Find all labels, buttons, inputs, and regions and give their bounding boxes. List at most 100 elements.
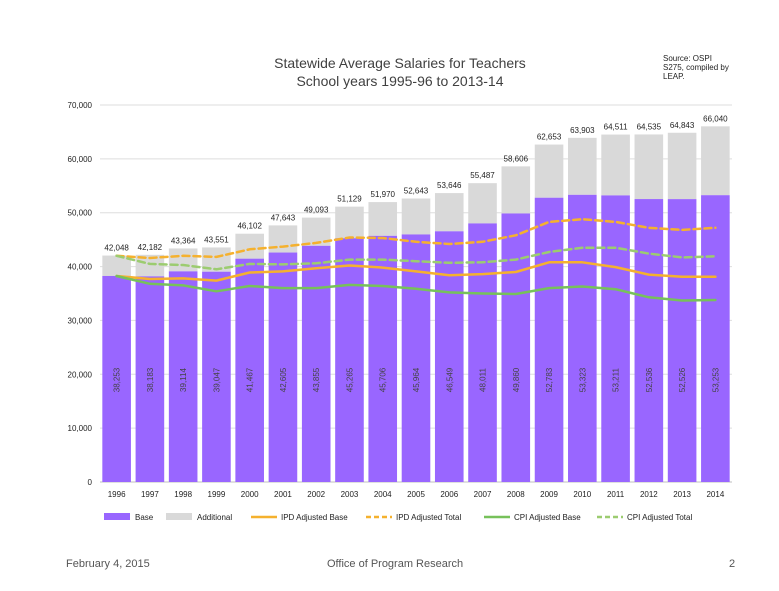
y-tick-label: 60,000 [68, 155, 93, 164]
total-label: 42,182 [138, 243, 163, 252]
bar-base [268, 252, 298, 482]
chart-subtitle: School years 1995-96 to 2013-14 [296, 73, 503, 89]
base-value-label: 41,467 [246, 367, 255, 392]
base-value-label: 53,253 [711, 367, 720, 392]
total-label: 46,102 [237, 222, 262, 231]
series-line-cpi-base [115, 274, 717, 302]
bar-additional [701, 126, 730, 196]
x-tick-label: 1999 [208, 490, 226, 499]
x-tick-label: 2010 [573, 490, 591, 499]
base-value-label: 38,183 [146, 367, 155, 392]
bar-base [634, 199, 664, 482]
base-value-label: 39,047 [212, 367, 221, 392]
bar-additional [568, 137, 597, 195]
total-label: 51,129 [337, 195, 362, 204]
base-value-label: 39,114 [179, 368, 188, 392]
bar-base [135, 276, 165, 482]
x-tick-label: 2008 [507, 490, 525, 499]
bar-additional [335, 206, 364, 239]
total-label: 49,093 [304, 206, 329, 215]
total-label: 64,511 [604, 123, 628, 132]
x-tick-label: 2013 [673, 490, 691, 499]
bar-base [534, 197, 564, 483]
total-label: 64,843 [670, 121, 695, 130]
total-label: 43,551 [204, 235, 229, 244]
bar-additional [501, 166, 531, 214]
base-value-label: 52,536 [645, 367, 654, 392]
y-tick-label: 40,000 [68, 263, 93, 272]
y-tick-label: 0 [88, 478, 93, 487]
base-value-label: 49,860 [512, 367, 521, 392]
x-tick-label: 2004 [374, 490, 392, 499]
bar-base [601, 195, 630, 482]
total-label: 66,040 [703, 114, 728, 123]
legend-label: CPI Adjusted Base [514, 513, 581, 522]
bar-base [667, 199, 697, 482]
total-label: 53,646 [437, 181, 462, 190]
x-tick-label: 2006 [440, 490, 458, 499]
y-tick-label: 20,000 [68, 370, 93, 379]
base-value-label: 53,211 [612, 368, 621, 392]
bar-additional [601, 134, 630, 196]
bar-additional [434, 193, 464, 232]
chart-title: Statewide Average Salaries for Teachers [274, 55, 526, 71]
legend-swatch [166, 513, 192, 520]
bar-base [434, 231, 464, 482]
x-tick-label: 2005 [407, 490, 425, 499]
bar-base [368, 235, 398, 482]
total-label: 43,364 [171, 236, 196, 245]
base-value-label: 45,964 [412, 367, 421, 392]
bar-base [401, 234, 431, 482]
x-tick-label: 1996 [108, 490, 126, 499]
total-label: 47,643 [271, 213, 296, 222]
base-value-label: 38,253 [113, 367, 122, 392]
legend-swatch [104, 513, 130, 520]
bar-additional [368, 202, 398, 236]
base-value-label: 43,855 [312, 367, 321, 392]
base-value-label: 45,706 [379, 367, 388, 392]
base-value-label: 42,605 [279, 367, 288, 392]
bar-additional [401, 198, 431, 235]
total-label: 58,606 [504, 154, 529, 163]
bar-base [235, 258, 264, 482]
source-line-2: S275, compiled by [663, 63, 729, 72]
bar-additional [634, 134, 664, 200]
x-tick-label: 2007 [474, 490, 492, 499]
bar-base [335, 238, 364, 482]
total-label: 63,903 [570, 126, 595, 135]
bar-base [202, 271, 231, 482]
base-value-label: 48,011 [479, 368, 488, 392]
x-tick-label: 2003 [341, 490, 359, 499]
bar-base [701, 195, 730, 482]
y-tick-label: 30,000 [68, 316, 93, 325]
y-tick-label: 50,000 [68, 209, 93, 218]
series-line-cpi-total [115, 246, 717, 271]
base-value-label: 52,526 [678, 367, 687, 392]
total-label: 52,643 [404, 186, 429, 195]
bar-base [468, 223, 497, 483]
source-line-1: Source: OSPI [663, 54, 712, 63]
x-tick-label: 2012 [640, 490, 658, 499]
legend-label: CPI Adjusted Total [627, 513, 692, 522]
total-label: 51,970 [371, 190, 396, 199]
x-tick-label: 2011 [607, 490, 625, 499]
x-tick-label: 2002 [307, 490, 325, 499]
bar-base [501, 213, 531, 482]
bar-additional [135, 254, 165, 277]
x-tick-label: 2009 [540, 490, 558, 499]
series-line-ipd-total [115, 217, 717, 260]
total-label: 42,048 [104, 244, 129, 253]
bar-base [568, 194, 597, 482]
legend-label: IPD Adjusted Base [281, 513, 348, 522]
base-value-label: 45,265 [345, 367, 354, 392]
x-tick-label: 2001 [274, 490, 292, 499]
total-label: 55,487 [470, 171, 495, 180]
footer-date: February 4, 2015 [66, 558, 150, 570]
bar-additional [102, 255, 131, 276]
bar-additional [468, 183, 497, 224]
bar-base [301, 245, 331, 482]
base-value-label: 46,549 [445, 367, 454, 392]
total-label: 62,653 [537, 133, 562, 142]
bar-base [102, 275, 131, 482]
